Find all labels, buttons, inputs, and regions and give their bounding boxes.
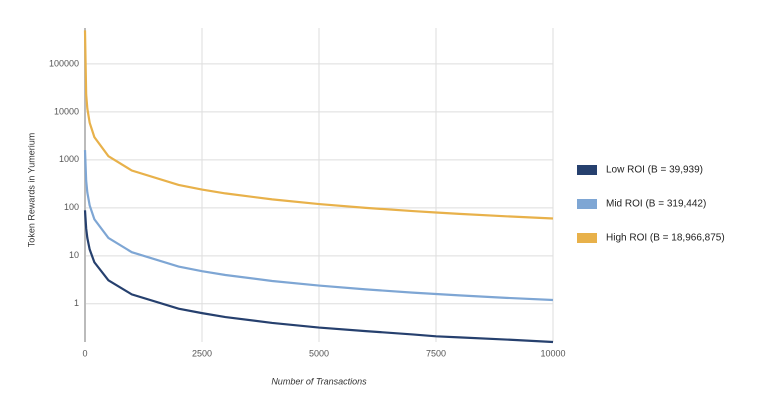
y-tick-label: 100 [64, 202, 79, 212]
line-series [83, 210, 554, 344]
line-series [83, 150, 554, 302]
x-tick-label: 5000 [309, 348, 329, 358]
legend-label: High ROI (B = 18,966,875) [606, 233, 725, 244]
legend-label: Low ROI (B = 39,939) [606, 165, 703, 176]
x-tick-label: 0 [82, 348, 87, 358]
legend-label: Mid ROI (B = 319,442) [606, 199, 706, 210]
line-series [83, 30, 554, 220]
y-tick-label: 10 [69, 250, 79, 260]
x-axis-label: Number of Transactions [271, 376, 367, 386]
y-tick-label: 100000 [49, 58, 79, 68]
legend-swatch [577, 199, 597, 209]
y-tick-label: 1 [74, 298, 79, 308]
y-tick-label: 10000 [54, 106, 79, 116]
legend-swatch [577, 233, 597, 243]
legend-swatch [577, 165, 597, 175]
x-tick-label: 10000 [540, 348, 565, 358]
x-tick-label: 7500 [426, 348, 446, 358]
x-tick-label: 2500 [192, 348, 212, 358]
y-tick-label: 1000 [59, 154, 79, 164]
y-axis-label: Token Rewards in Yumerium [26, 133, 36, 247]
